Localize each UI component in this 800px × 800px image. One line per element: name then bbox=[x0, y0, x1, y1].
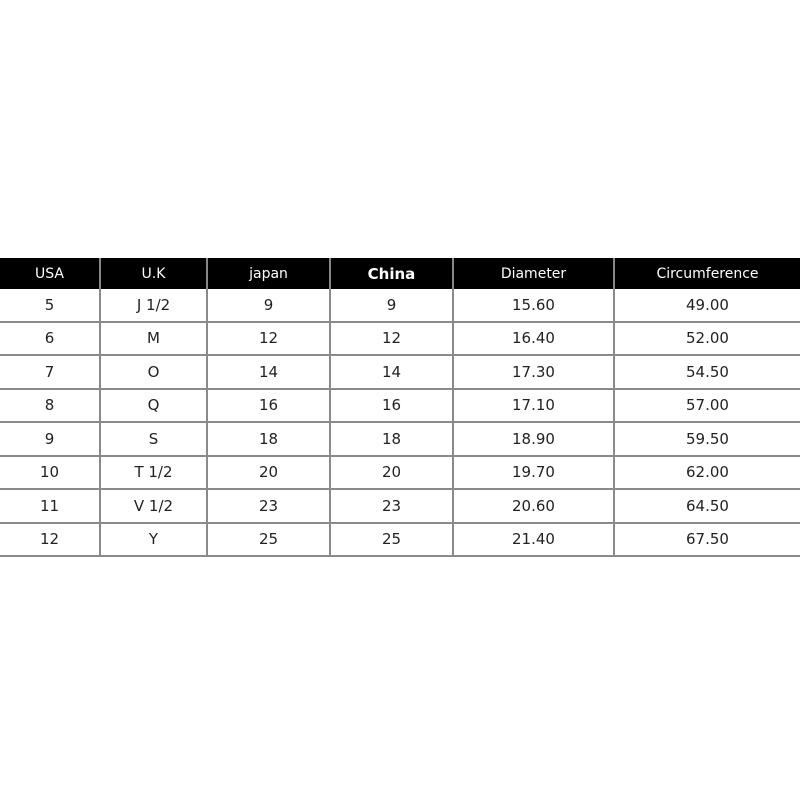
header-china: China bbox=[329, 258, 453, 289]
cell-japan: 25 bbox=[206, 522, 330, 557]
cell-uk: Q bbox=[99, 388, 207, 423]
cell-japan: 16 bbox=[206, 388, 330, 423]
cell-japan: 23 bbox=[206, 489, 330, 524]
cell-circumference: 59.50 bbox=[613, 422, 800, 457]
table-row: 10 T 1/2 20 20 19.70 62.00 bbox=[0, 455, 800, 490]
cell-usa: 10 bbox=[0, 455, 100, 490]
cell-china: 9 bbox=[329, 289, 453, 323]
cell-japan: 18 bbox=[206, 422, 330, 457]
cell-japan: 9 bbox=[206, 289, 330, 323]
cell-diameter: 17.10 bbox=[452, 388, 614, 423]
table-row: 9 S 18 18 18.90 59.50 bbox=[0, 422, 800, 457]
cell-diameter: 21.40 bbox=[452, 522, 614, 557]
cell-diameter: 19.70 bbox=[452, 455, 614, 490]
cell-uk: J 1/2 bbox=[99, 289, 207, 323]
cell-usa: 7 bbox=[0, 355, 100, 390]
cell-japan: 12 bbox=[206, 321, 330, 356]
cell-usa: 12 bbox=[0, 522, 100, 557]
cell-uk: S bbox=[99, 422, 207, 457]
cell-uk: Y bbox=[99, 522, 207, 557]
table-row: 6 M 12 12 16.40 52.00 bbox=[0, 321, 800, 356]
cell-japan: 14 bbox=[206, 355, 330, 390]
cell-china: 14 bbox=[329, 355, 453, 390]
cell-circumference: 54.50 bbox=[613, 355, 800, 390]
cell-diameter: 16.40 bbox=[452, 321, 614, 356]
cell-usa: 9 bbox=[0, 422, 100, 457]
cell-china: 23 bbox=[329, 489, 453, 524]
cell-china: 18 bbox=[329, 422, 453, 457]
cell-uk: M bbox=[99, 321, 207, 356]
cell-diameter: 20.60 bbox=[452, 489, 614, 524]
header-diameter: Diameter bbox=[452, 258, 614, 289]
header-usa: USA bbox=[0, 258, 100, 289]
cell-uk: T 1/2 bbox=[99, 455, 207, 490]
table-row: 11 V 1/2 23 23 20.60 64.50 bbox=[0, 489, 800, 524]
cell-circumference: 64.50 bbox=[613, 489, 800, 524]
table-row: 12 Y 25 25 21.40 67.50 bbox=[0, 522, 800, 557]
cell-uk: V 1/2 bbox=[99, 489, 207, 524]
cell-china: 12 bbox=[329, 321, 453, 356]
cell-usa: 5 bbox=[0, 289, 100, 323]
cell-circumference: 49.00 bbox=[613, 289, 800, 323]
cell-usa: 11 bbox=[0, 489, 100, 524]
cell-usa: 6 bbox=[0, 321, 100, 356]
cell-china: 16 bbox=[329, 388, 453, 423]
cell-japan: 20 bbox=[206, 455, 330, 490]
cell-circumference: 67.50 bbox=[613, 522, 800, 557]
header-japan: japan bbox=[206, 258, 330, 289]
cell-uk: O bbox=[99, 355, 207, 390]
header-row: USA U.K japan China Diameter Circumference bbox=[0, 258, 800, 289]
cell-china: 25 bbox=[329, 522, 453, 557]
cell-circumference: 52.00 bbox=[613, 321, 800, 356]
table-row: 8 Q 16 16 17.10 57.00 bbox=[0, 388, 800, 423]
cell-circumference: 57.00 bbox=[613, 388, 800, 423]
cell-usa: 8 bbox=[0, 388, 100, 423]
cell-china: 20 bbox=[329, 455, 453, 490]
header-uk: U.K bbox=[99, 258, 207, 289]
table-row: 7 O 14 14 17.30 54.50 bbox=[0, 355, 800, 390]
cell-diameter: 17.30 bbox=[452, 355, 614, 390]
cell-circumference: 62.00 bbox=[613, 455, 800, 490]
cell-diameter: 15.60 bbox=[452, 289, 614, 323]
cell-diameter: 18.90 bbox=[452, 422, 614, 457]
header-circumference: Circumference bbox=[613, 258, 800, 289]
